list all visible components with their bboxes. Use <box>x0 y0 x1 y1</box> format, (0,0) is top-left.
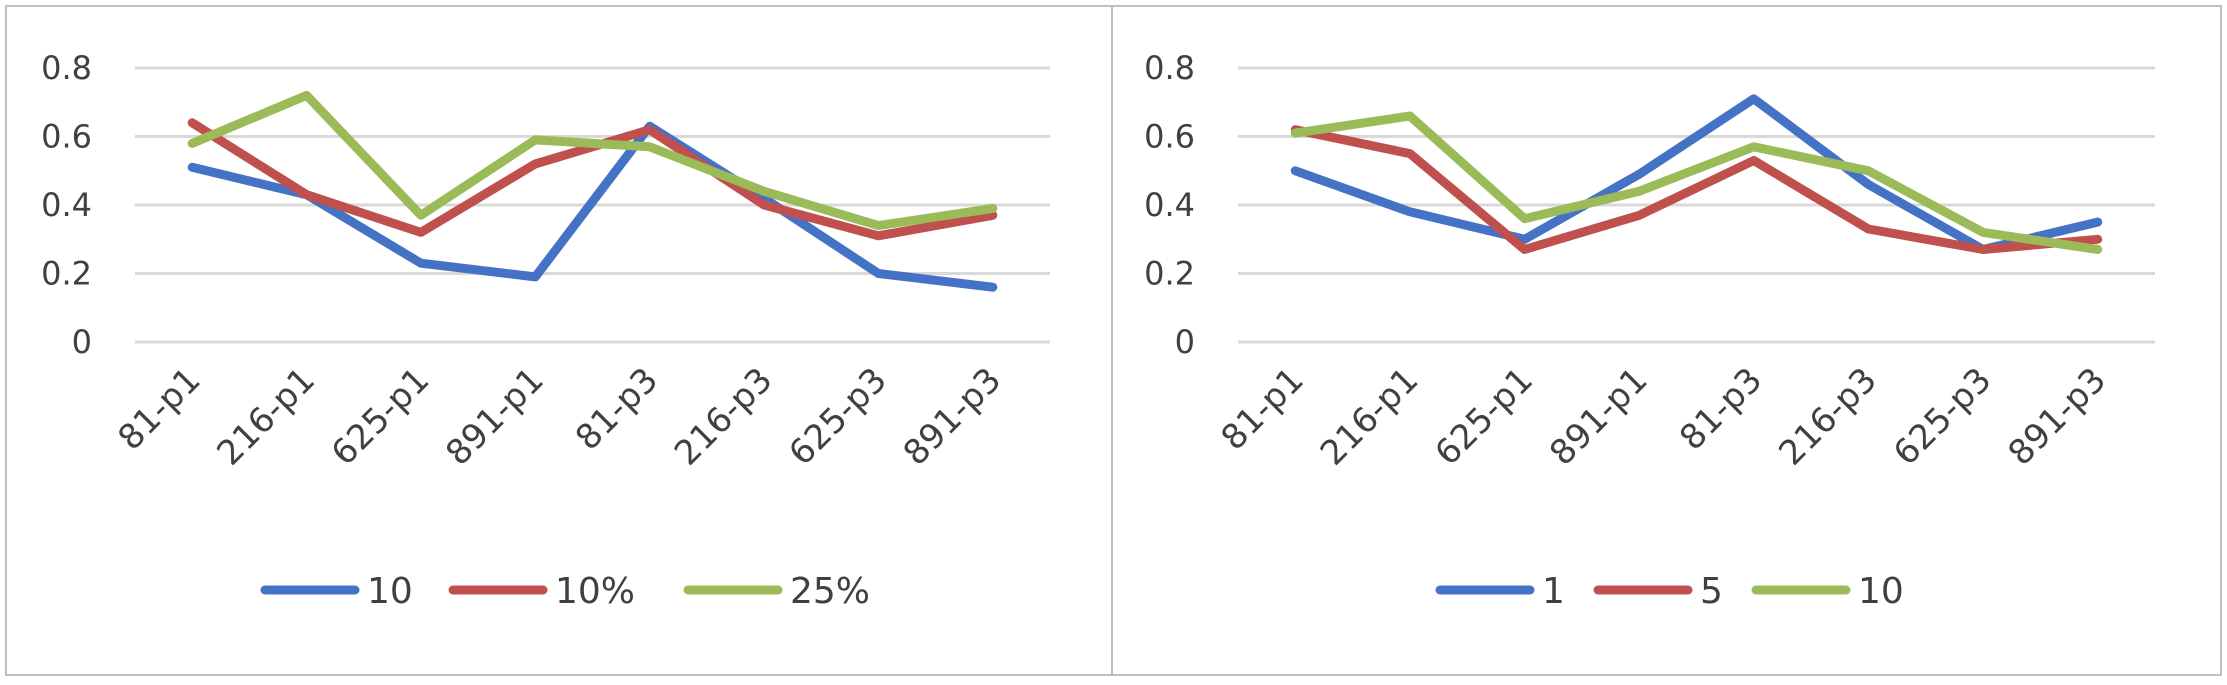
series-line-1 <box>1290 94 2103 254</box>
legend-label: 10 <box>1858 571 1904 612</box>
series-line-10 <box>1290 111 2103 254</box>
y-tick-label: 0 <box>72 323 92 361</box>
y-tick-label: 0.6 <box>1144 118 1195 156</box>
legend-label: 25% <box>790 571 870 612</box>
y-tick-label: 0.4 <box>41 186 92 224</box>
series-line-25% <box>187 90 998 231</box>
y-tick-label: 0.4 <box>1144 186 1195 224</box>
y-tick-label: 0.8 <box>1144 49 1195 87</box>
legend-label: 1 <box>1542 571 1565 612</box>
y-tick-label: 0.6 <box>41 118 92 156</box>
series-line-10 <box>187 121 998 292</box>
legend-label: 5 <box>1700 571 1723 612</box>
y-tick-label: 0.2 <box>41 255 92 293</box>
y-tick-label: 0.2 <box>1144 255 1195 293</box>
legend-label: 10% <box>555 571 635 612</box>
legend-label: 10 <box>367 571 413 612</box>
y-tick-label: 0.8 <box>41 49 92 87</box>
y-tick-label: 0 <box>1175 323 1195 361</box>
series-line-5 <box>1290 125 2103 254</box>
outer-border <box>5 5 2222 676</box>
